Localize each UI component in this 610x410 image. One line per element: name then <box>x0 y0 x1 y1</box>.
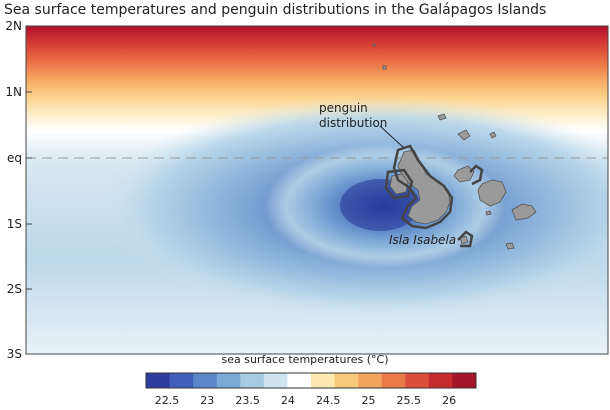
sst-field <box>26 26 608 354</box>
isla-fernandina <box>389 173 409 195</box>
colorbar-swatch <box>452 373 477 388</box>
colorbar-tick-label: 23.5 <box>235 394 260 407</box>
colorbar-swatch <box>169 373 194 388</box>
colorbar-tick-label: 24.5 <box>315 394 341 407</box>
isla-san-cristobal <box>511 203 537 221</box>
penguin-leader-line <box>379 125 405 149</box>
colorbar-title: sea surface temperatures (°C) <box>221 353 389 366</box>
lat-label-2n: 2N <box>5 19 22 33</box>
isla-isabela-label: Isla Isabela <box>389 233 456 247</box>
isla-espanola <box>505 242 515 250</box>
lat-label-eq: eq <box>7 151 22 165</box>
lat-label-1s: 1S <box>6 217 22 231</box>
colorbar-swatch <box>311 373 336 388</box>
isla-santiago <box>453 165 475 183</box>
lat-label-2s: 2S <box>6 282 22 296</box>
colorbar-swatch <box>146 373 171 388</box>
isla-wolf <box>382 65 387 70</box>
colorbar-swatch <box>216 373 241 388</box>
lat-label-3s: 3S <box>6 347 22 361</box>
colorbar-swatch <box>358 373 383 388</box>
isla-genovesa <box>489 131 497 139</box>
map-title: Sea surface temperatures and penguin dis… <box>4 2 547 18</box>
colorbar-tick-label: 23 <box>200 394 215 407</box>
colorbar-tick-label: 25 <box>361 394 376 407</box>
lat-label-1n: 1N <box>5 85 22 99</box>
colorbar-frame <box>145 372 477 389</box>
colorbar-swatch <box>287 373 312 388</box>
colorbar-tick-label: 26 <box>442 394 457 407</box>
colorbar-tick-label: 22.5 <box>154 394 180 407</box>
penguin-label-line1: penguin <box>319 101 368 115</box>
map-frame <box>25 25 609 355</box>
penguin-distribution <box>384 144 484 248</box>
colorbar-swatch <box>381 373 406 388</box>
islands <box>372 43 537 250</box>
colorbar-tick-label: 24 <box>280 394 295 407</box>
isla-santa-fe <box>485 210 492 216</box>
isla-santa-cruz <box>477 179 507 207</box>
isla-isabela <box>397 149 451 225</box>
colorbar-swatch <box>263 373 288 388</box>
colorbar-tick-label: 25.5 <box>396 394 422 407</box>
isla-darwin <box>372 43 376 47</box>
colorbar <box>146 373 477 388</box>
colorbar-swatch <box>405 373 430 388</box>
isla-pinta <box>437 113 447 121</box>
lat-ticks <box>26 25 32 355</box>
penguin-label-line2: distribution <box>319 116 387 130</box>
isla-floreana <box>459 235 469 245</box>
colorbar-swatch <box>334 373 359 388</box>
colorbar-swatch <box>193 373 218 388</box>
colorbar-swatch <box>428 373 453 388</box>
isla-marchena <box>457 129 471 141</box>
colorbar-swatch <box>240 373 265 388</box>
